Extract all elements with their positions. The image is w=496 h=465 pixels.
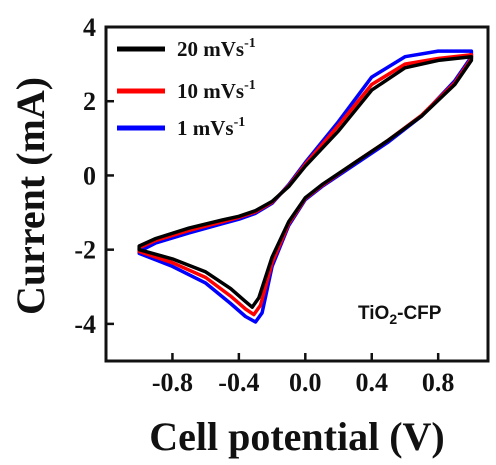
x-tick-label: 0.0 (289, 368, 322, 397)
series-line-0 (137, 54, 474, 309)
legend-sup-20mvs: -1 (244, 36, 256, 51)
annotation-suffix: -CFP (397, 303, 442, 324)
plot-frame (104, 25, 490, 363)
y-tick-label: 4 (83, 13, 96, 42)
x-tick-label: -0.8 (152, 368, 193, 397)
legend-sup-1mvs: -1 (234, 115, 246, 130)
x-tick-label: 0.4 (355, 368, 388, 397)
axis-layer: -0.8 -0.4 0.0 0.4 0.8 -4 -2 0 2 4 (74, 13, 454, 397)
series-layer (137, 49, 474, 324)
legend-label-20mvs: 20 mVs-1 (177, 36, 256, 61)
y-tick-label: -2 (74, 236, 96, 265)
y-tick-label: 2 (83, 87, 96, 116)
legend-label-10mvs: 10 mVs-1 (177, 78, 256, 103)
x-tick-label: -0.4 (218, 368, 259, 397)
sample-annotation: TiO2-CFP (358, 303, 442, 327)
x-tick-label: 0.8 (422, 368, 455, 397)
x-axis-title: Cell potential (V) (149, 414, 445, 459)
legend-sup-10mvs: -1 (244, 78, 256, 93)
y-tick-label: -4 (74, 310, 96, 339)
annotation-subscript: 2 (389, 311, 397, 327)
legend: 20 mVs-1 10 mVs-1 1 mVs-1 (117, 36, 256, 140)
legend-label-1mvs: 1 mVs-1 (177, 115, 245, 140)
y-tick-label: 0 (83, 161, 96, 190)
y-axis-title: Current (mA) (8, 77, 53, 315)
